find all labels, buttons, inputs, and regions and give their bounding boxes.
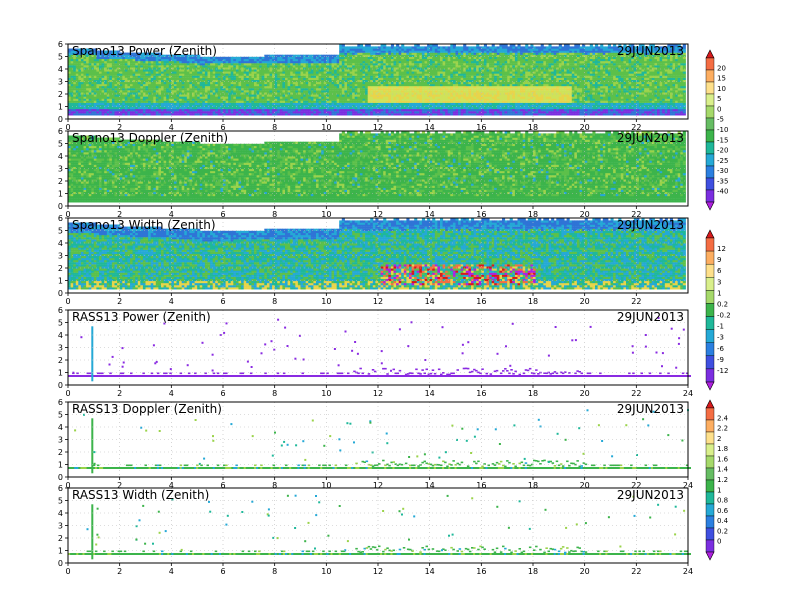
data-cell: [417, 44, 420, 46]
data-cell: [401, 44, 404, 46]
data-cell: [360, 44, 363, 46]
data-cell: [396, 44, 399, 46]
data-cell: [342, 44, 345, 46]
data-cell: [391, 44, 394, 46]
data-cell: [383, 44, 386, 46]
data-cell: [463, 44, 466, 46]
data-cell: [435, 44, 438, 46]
data-cell: [368, 44, 371, 46]
data-cell: [453, 44, 456, 46]
